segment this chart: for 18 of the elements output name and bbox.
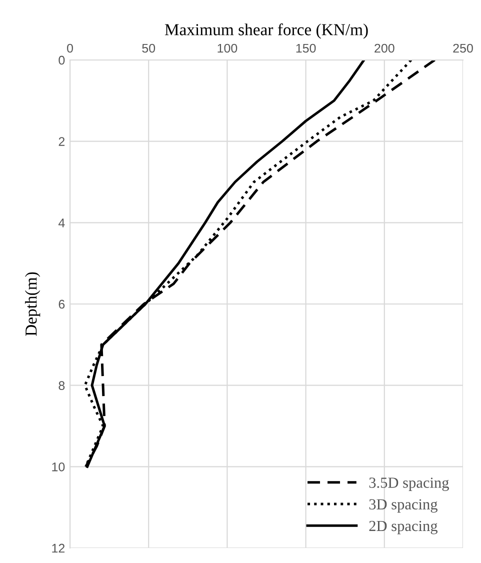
legend-label: 3D spacing [369, 499, 438, 513]
x-tick-label: 150 [296, 44, 316, 53]
x-tick-label: 50 [142, 44, 156, 53]
x-tick-label: 250 [453, 44, 473, 53]
x-tick-label: 200 [374, 44, 394, 53]
y-tick-label: 2 [58, 137, 65, 146]
legend-label: 3.5D spacing [369, 478, 449, 491]
legend-label: 2D spacing [369, 520, 438, 534]
y-tick-label: 4 [58, 218, 65, 228]
y-tick-label: 10 [52, 462, 65, 472]
x-tick-label: 0 [67, 44, 73, 53]
y-tick-label: 12 [52, 544, 65, 553]
y-tick-label: 8 [58, 381, 65, 390]
x-axis-title: Maximum shear force (KN/m) [164, 23, 368, 39]
y-tick-label: 6 [58, 300, 65, 309]
y-tick-label: 0 [58, 56, 65, 65]
x-tick-label: 100 [218, 44, 238, 53]
y-axis-title: Depth(m) [25, 272, 40, 336]
